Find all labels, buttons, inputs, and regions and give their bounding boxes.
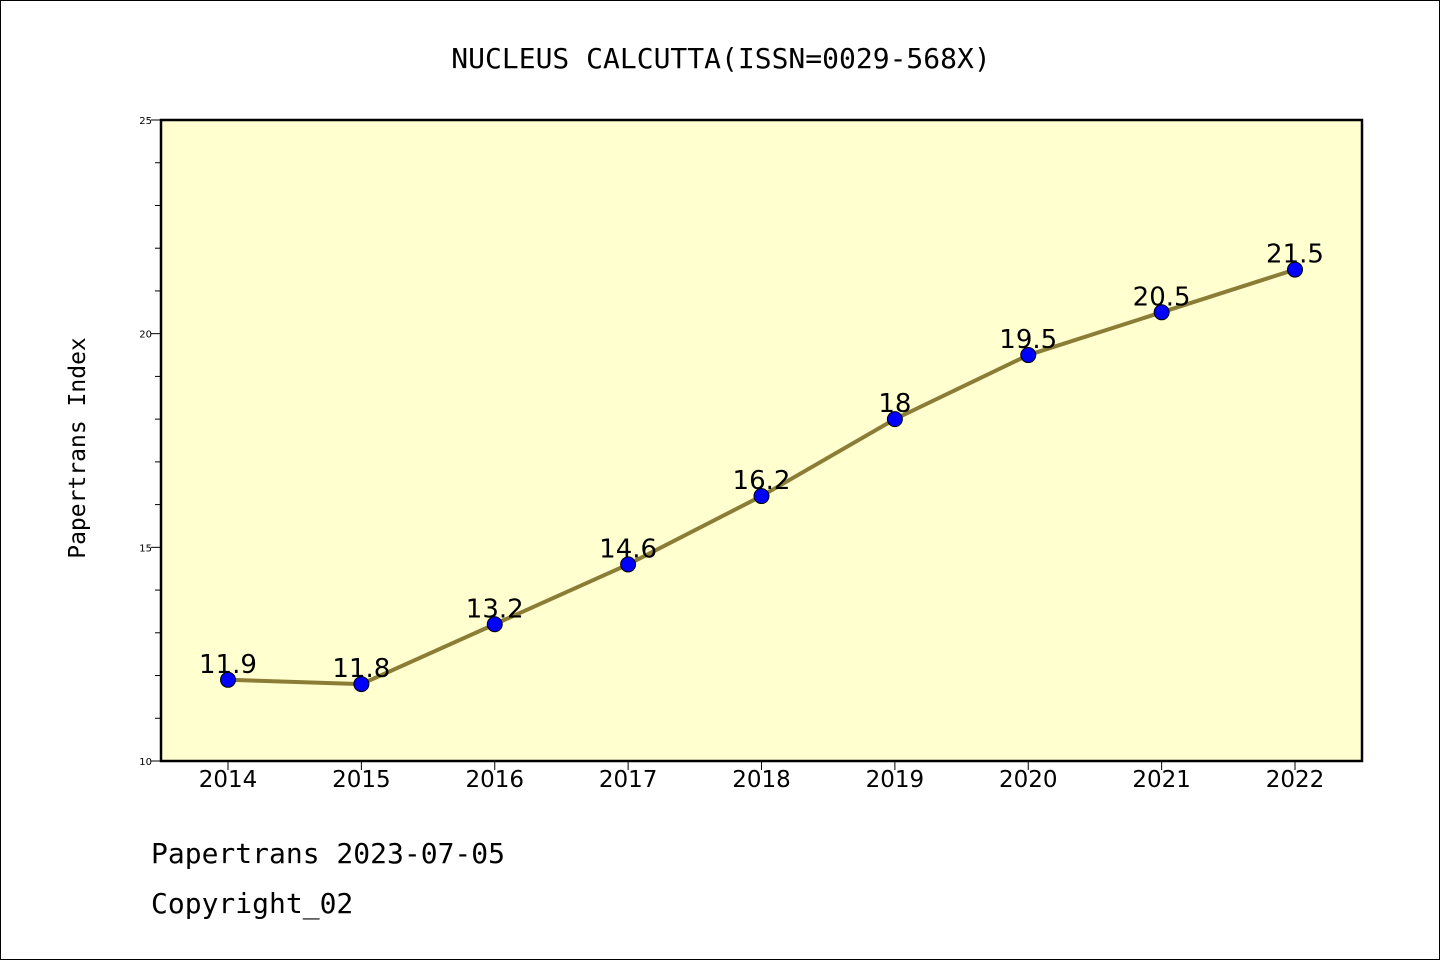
data-point [220,671,236,688]
y-tick-label: 10 [139,757,152,768]
data-point [753,488,770,505]
y-axis: 10 15 20 25 [139,116,161,768]
data-label: 13.2 [466,594,524,624]
x-tick-label: 2020 [999,767,1058,793]
y-tick-label: 15 [139,543,152,554]
data-label: 11.9 [199,650,257,680]
data-point [1153,304,1170,321]
x-tick-label: 2021 [1132,767,1191,793]
data-label: 21.5 [1266,240,1324,270]
footer-source-date: Papertrans 2023-07-05 [151,837,506,870]
y-tick-label: 20 [139,330,152,341]
y-axis-label: Papertrans Index [65,337,91,559]
x-tick-label: 2015 [332,767,391,793]
data-markers [220,261,1303,693]
x-tick-label: 2019 [866,767,925,793]
footer-copyright: Copyright_02 [151,887,354,920]
x-tick-label: 2016 [465,767,524,793]
data-point [620,556,637,573]
x-tick-label: 2018 [732,767,791,793]
data-point [353,676,370,693]
x-tick-label: 2017 [599,767,658,793]
y-tick-label: 25 [139,116,152,127]
x-tick-label: 2014 [199,767,258,793]
chart-title: NUCLEUS CALCUTTA(ISSN=0029-568X) [451,42,990,75]
x-axis: 2014 2015 2016 2017 2018 2019 2020 2021 2022 [199,761,1325,793]
plot-area [159,118,1364,763]
data-label: 20.5 [1133,282,1191,312]
data-point [1287,261,1303,278]
data-point [886,411,903,428]
data-point [486,616,503,633]
data-label: 14.6 [599,534,657,564]
x-tick-label: 2022 [1266,767,1325,793]
data-label: 16.2 [733,466,791,496]
data-label: 11.8 [332,654,390,684]
data-label: 18 [878,389,911,419]
data-point [1020,347,1037,364]
data-labels: 11.9 11.8 13.2 14.6 16.2 18 19.5 20.5 21.5 [199,240,1324,685]
data-label: 19.5 [999,325,1057,355]
